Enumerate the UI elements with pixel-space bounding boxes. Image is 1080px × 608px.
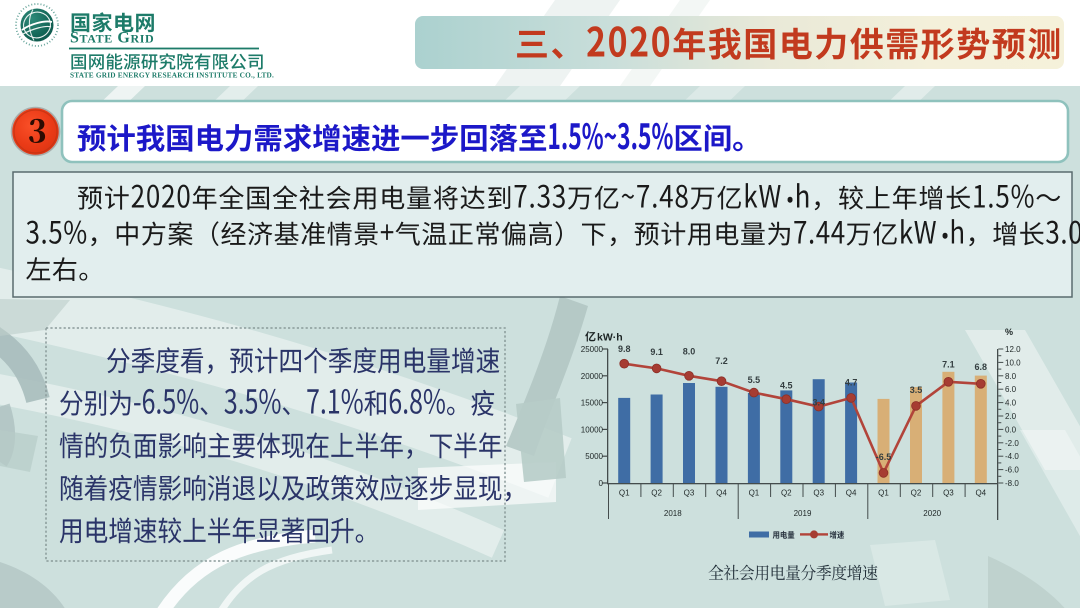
svg-text:-8.0: -8.0 <box>1005 479 1019 488</box>
svg-text:4.7: 4.7 <box>845 378 858 388</box>
svg-text:3.4: 3.4 <box>812 398 825 408</box>
svg-text:3.5: 3.5 <box>910 385 923 395</box>
svg-text:Q4: Q4 <box>846 489 857 498</box>
svg-text:Q3: Q3 <box>684 489 695 498</box>
svg-text:Q1: Q1 <box>749 489 760 498</box>
svg-text:8.0: 8.0 <box>683 347 696 357</box>
svg-text:Q2: Q2 <box>651 489 662 498</box>
svg-text:7.1: 7.1 <box>942 360 955 370</box>
svg-text:Q2: Q2 <box>781 489 792 498</box>
svg-text:Q4: Q4 <box>975 489 986 498</box>
svg-text:Q3: Q3 <box>943 489 954 498</box>
svg-text:8.0: 8.0 <box>1005 372 1017 381</box>
svg-text:%: % <box>1005 327 1013 337</box>
svg-text:STATE GRID: STATE GRID <box>70 30 154 47</box>
svg-text:kW·h: kW·h <box>597 332 623 344</box>
svg-text:10000: 10000 <box>581 425 604 434</box>
svg-text:15000: 15000 <box>581 399 604 408</box>
svg-text:STATE GRID ENERGY RESEARCH INS: STATE GRID ENERGY RESEARCH INSTITUTE CO.… <box>70 71 274 80</box>
svg-text:12.0: 12.0 <box>1005 345 1021 354</box>
svg-text:0: 0 <box>599 479 604 488</box>
svg-text:20000: 20000 <box>581 372 604 381</box>
svg-text:7.2: 7.2 <box>715 356 728 366</box>
svg-text:0.0: 0.0 <box>1005 425 1017 434</box>
svg-text:-4.0: -4.0 <box>1005 452 1019 461</box>
svg-text:Q1: Q1 <box>878 489 889 498</box>
svg-text:2018: 2018 <box>664 509 682 518</box>
svg-text:-6.5: -6.5 <box>876 452 892 462</box>
svg-text:5.5: 5.5 <box>748 375 761 385</box>
svg-text:10.0: 10.0 <box>1005 358 1021 367</box>
svg-text:2020: 2020 <box>923 509 941 518</box>
svg-text:2.0: 2.0 <box>1005 412 1017 421</box>
svg-text:9.8: 9.8 <box>618 344 631 354</box>
svg-text:Q2: Q2 <box>911 489 922 498</box>
svg-text:Q1: Q1 <box>619 489 630 498</box>
svg-text:6.8: 6.8 <box>975 362 988 372</box>
svg-text:Q3: Q3 <box>813 489 824 498</box>
svg-text:-6.0: -6.0 <box>1005 466 1019 475</box>
svg-text:25000: 25000 <box>581 345 604 354</box>
svg-text:Q4: Q4 <box>716 489 727 498</box>
svg-text:5000: 5000 <box>585 452 603 461</box>
svg-text:6.0: 6.0 <box>1005 385 1017 394</box>
svg-text:9.1: 9.1 <box>650 347 663 357</box>
svg-text:2019: 2019 <box>794 509 812 518</box>
svg-text:-2.0: -2.0 <box>1005 439 1019 448</box>
svg-text:4.5: 4.5 <box>780 381 793 391</box>
svg-text:4.0: 4.0 <box>1005 399 1017 408</box>
